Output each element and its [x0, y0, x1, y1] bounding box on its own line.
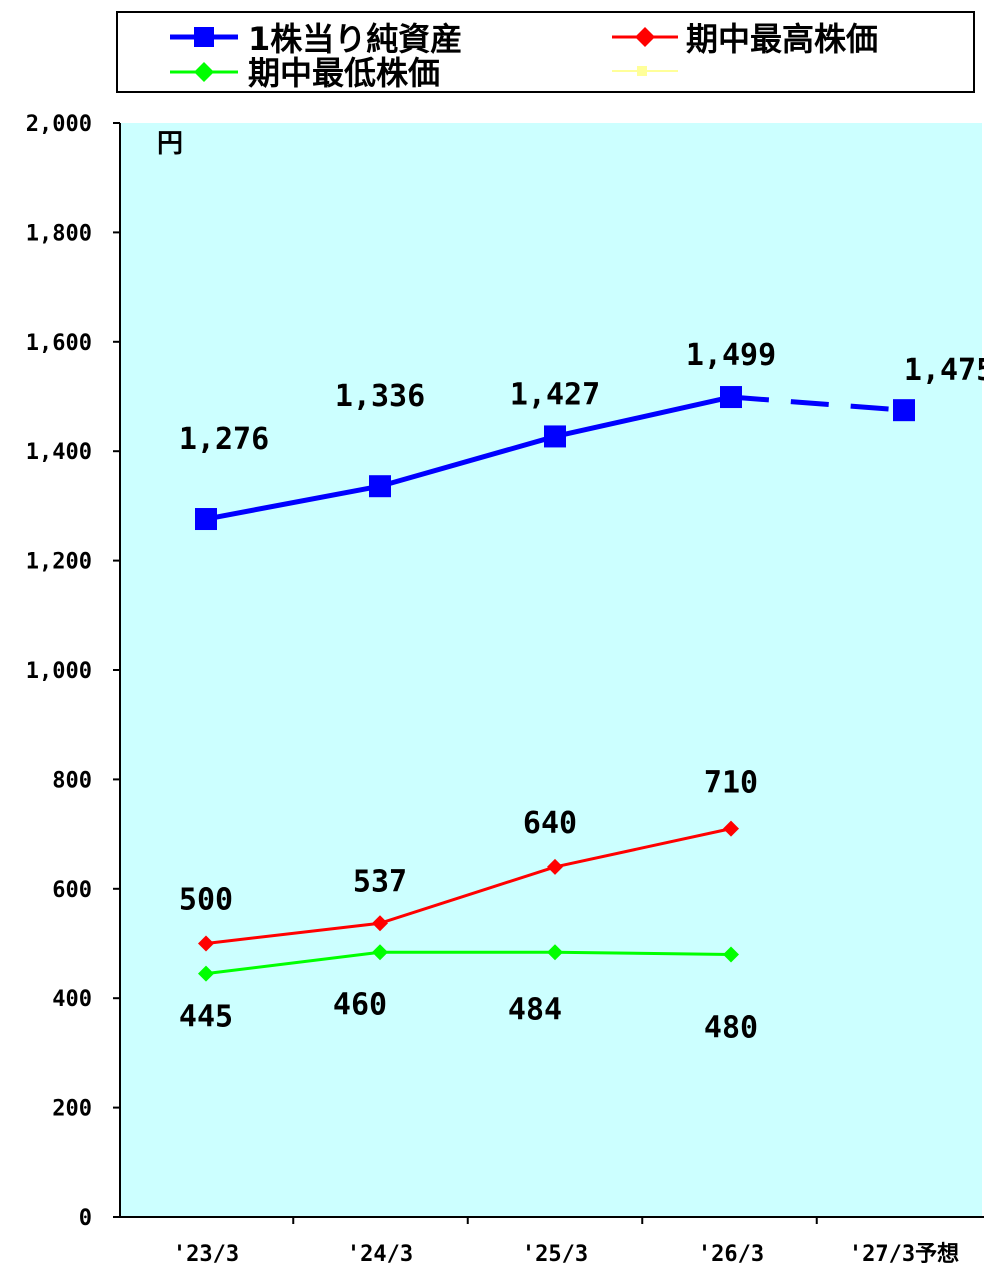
legend: 1株当り純資産 期中最高株価 期中最低株価 [116, 11, 975, 93]
high-price-data-label: 710 [704, 766, 758, 801]
legend-label-low-price: 期中最低株価 [248, 54, 440, 92]
high-price-marker [198, 935, 214, 952]
high-price-line-segment [205, 921, 381, 945]
low-price-data-label: 480 [704, 1010, 758, 1045]
legend-item-blank [612, 66, 678, 76]
y-tick-label: 1,800 [26, 221, 92, 246]
high-price-data-label: 537 [353, 864, 407, 899]
y-tick-label: 2,000 [26, 112, 92, 137]
low-price-data-label: 484 [508, 992, 562, 1027]
y-tick-label: 1,600 [26, 331, 92, 356]
x-tick-label: '27/3予想 [849, 1242, 959, 1267]
legend-label-net-assets: 1株当り純資産 [248, 20, 462, 58]
legend-item-low-price: 期中最低株価 [170, 54, 440, 92]
y-tick-label: 600 [52, 878, 92, 903]
y-tick-label: 200 [52, 1097, 92, 1122]
net-assets-forecast-segment [730, 394, 905, 413]
y-ticks: 0 200 400 600 800 1,000 1,200 1,400 1,600 1,800 2,… [26, 112, 120, 1231]
legend-label-high-price: 期中最高株価 [686, 20, 878, 58]
net-assets-marker [893, 399, 915, 422]
y-tick-label: 0 [79, 1206, 92, 1231]
legend-item-net-assets: 1株当り純資産 [170, 20, 462, 58]
series-markers [195, 386, 915, 982]
net-assets-marker [544, 425, 566, 448]
low-price-data-label: 445 [179, 1000, 233, 1035]
high-price-line-segment [379, 865, 556, 925]
net-assets-data-label: 1,427 [510, 377, 600, 412]
net-assets-data-label: 1,475 [904, 353, 984, 388]
net-assets-line-segment [554, 394, 732, 439]
x-tick-label: '25/3 [522, 1242, 588, 1267]
series-lines [205, 394, 905, 976]
high-price-data-label: 500 [179, 883, 233, 918]
x-tick-label: '26/3 [698, 1242, 764, 1267]
low-price-line-segment [554, 950, 732, 956]
y-tick-label: 1,400 [26, 440, 92, 465]
low-price-data-label: 460 [333, 987, 387, 1022]
unit-label: 円 [157, 129, 183, 159]
net-assets-line-segment [379, 434, 556, 489]
net-assets-line-segment [205, 483, 381, 522]
y-tick-label: 1,000 [26, 659, 92, 684]
net-assets-marker [195, 508, 217, 531]
low-price-marker [198, 965, 214, 982]
low-price-line-segment [205, 950, 381, 976]
y-tick-label: 1,200 [26, 550, 92, 575]
net-assets-data-label: 1,336 [335, 379, 425, 414]
y-tick-label: 400 [52, 987, 92, 1012]
high-price-marker [723, 820, 739, 837]
net-assets-marker [369, 475, 391, 498]
low-price-marker [723, 946, 739, 963]
high-price-marker [547, 858, 563, 875]
legend-box [116, 11, 975, 93]
y-tick-label: 800 [52, 768, 92, 793]
net-assets-marker [720, 386, 742, 409]
x-ticks: '23/3 '24/3 '25/3 '26/3 '27/3予想 [173, 1217, 959, 1267]
high-price-line-segment [554, 827, 732, 869]
low-price-marker [372, 944, 388, 961]
low-price-marker [547, 944, 563, 961]
plot-area [120, 123, 982, 1217]
legend-item-high-price: 期中最高株価 [612, 20, 878, 58]
x-tick-label: '24/3 [347, 1242, 413, 1267]
data-labels: 1,276 1,336 1,427 1,499 1,475 500 537 640 710 445… [179, 338, 984, 1045]
net-assets-data-label: 1,276 [179, 422, 269, 457]
net-assets-data-label: 1,499 [686, 338, 776, 373]
x-tick-label: '23/3 [173, 1242, 239, 1267]
high-price-data-label: 640 [523, 806, 577, 841]
high-price-marker [372, 915, 388, 932]
